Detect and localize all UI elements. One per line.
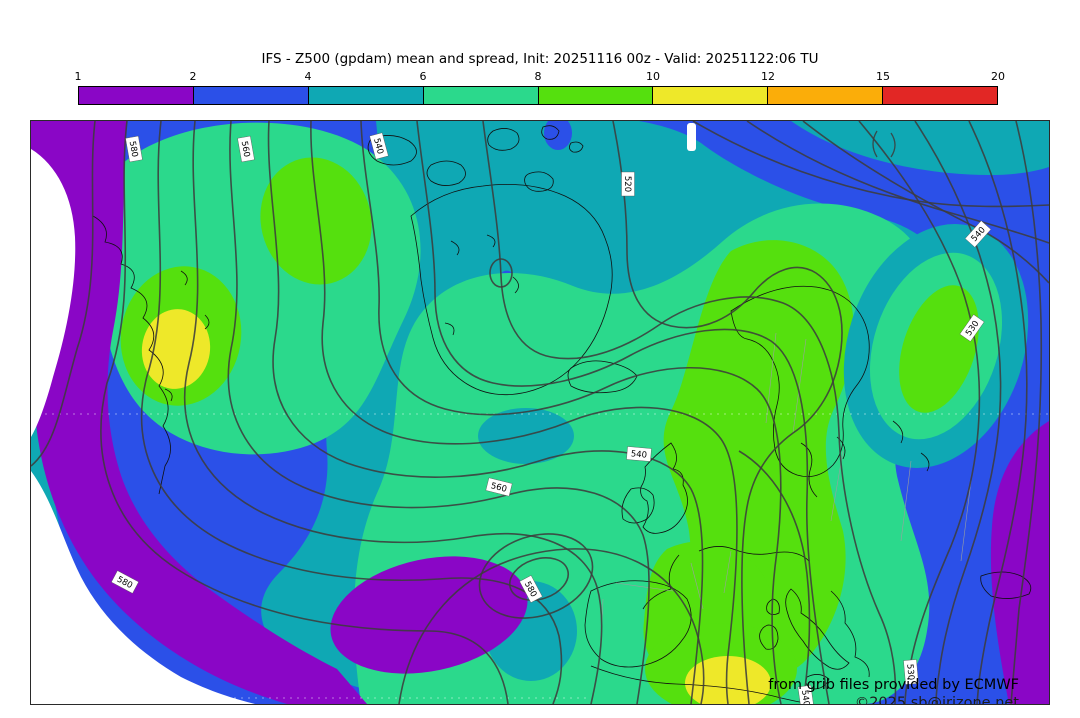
contour-label: 530 xyxy=(903,659,919,685)
colorbar-segment xyxy=(307,87,423,104)
svg-text:540: 540 xyxy=(630,449,647,460)
svg-text:540: 540 xyxy=(799,689,811,704)
graticule xyxy=(31,413,1049,699)
svg-text:540: 540 xyxy=(371,137,385,155)
map-canvas: 580 560 540 520 540 530 560 540 580 580 540 530 fro… xyxy=(30,120,1050,705)
contour-label: 540 xyxy=(797,684,815,704)
attribution-copyright: ©2025 sb@irizone.net xyxy=(855,695,1020,704)
colorbar-segment xyxy=(79,87,193,104)
svg-text:560: 560 xyxy=(239,140,252,158)
contour-label: 560 xyxy=(485,477,513,497)
colorbar-tick-label: 6 xyxy=(419,70,427,83)
contour-label: 540 xyxy=(369,132,389,160)
svg-text:560: 560 xyxy=(490,481,508,495)
colorbar-segment xyxy=(192,87,308,104)
attribution: from grib files provided by ECMWF ©2025 … xyxy=(768,677,1019,704)
colorbar-tick-label: 4 xyxy=(304,70,312,83)
attribution-source: from grib files provided by ECMWF xyxy=(768,677,1019,693)
colorbar-tick-label: 1 xyxy=(74,70,82,83)
colorbar-segment xyxy=(652,87,768,104)
colorbar-tick-label: 2 xyxy=(189,70,197,83)
svg-text:580: 580 xyxy=(127,140,140,158)
contour-label: 540 xyxy=(626,446,652,462)
svg-text:530: 530 xyxy=(904,664,915,681)
colorbar-segment xyxy=(767,87,883,104)
colorbar-segment xyxy=(422,87,538,104)
colorbar-tick-label: 20 xyxy=(991,70,1005,83)
svg-text:520: 520 xyxy=(622,176,632,192)
contour-label: 560 xyxy=(237,135,255,163)
page-title: IFS - Z500 (gpdam) mean and spread, Init… xyxy=(261,51,819,67)
colorbar-tick-label: 15 xyxy=(876,70,890,83)
colorbar-segment xyxy=(537,87,653,104)
colorbar: 1 2 4 6 8 10 12 15 20 xyxy=(74,70,1006,106)
no-data-white-regions xyxy=(31,123,696,704)
right-edge-spread-core xyxy=(843,224,1029,468)
colorbar-tick-label: 8 xyxy=(534,70,542,83)
colorbar-tick-label: 10 xyxy=(646,70,660,83)
z500-contours xyxy=(31,121,1049,704)
colorbar-segment xyxy=(882,87,997,104)
colorbar-bar xyxy=(78,86,998,105)
colorbar-tick-label: 12 xyxy=(761,70,775,83)
colorbar-ticks: 1 2 4 6 8 10 12 15 20 xyxy=(74,70,1006,85)
contour-label: 520 xyxy=(621,171,635,197)
contour-label: 580 xyxy=(125,135,143,163)
